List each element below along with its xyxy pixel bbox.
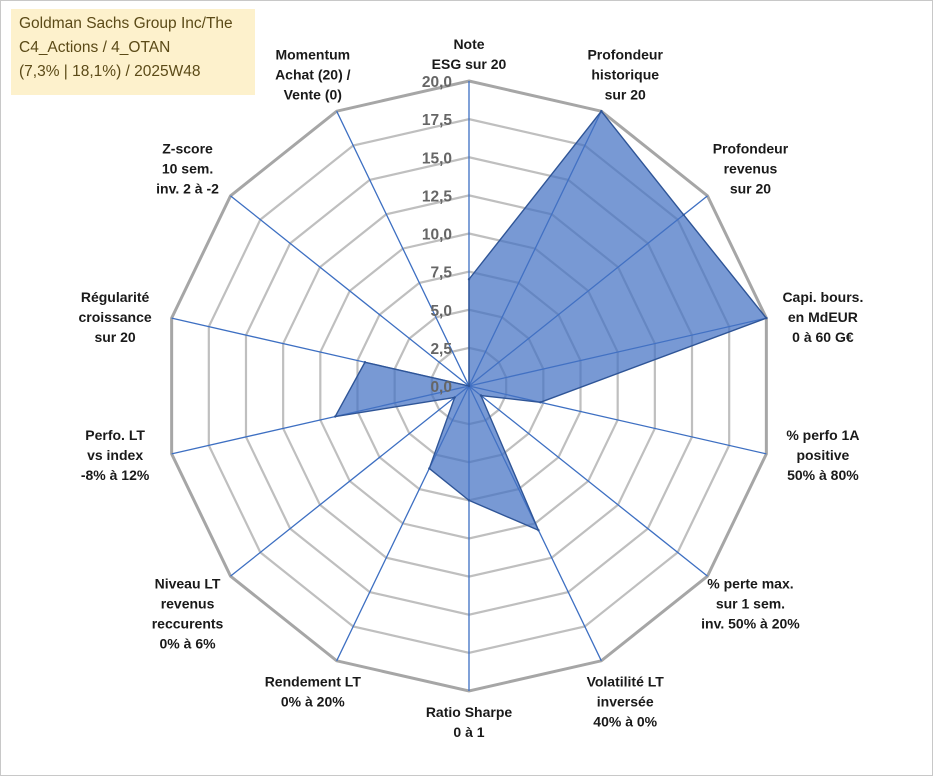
- category-label: Perfo. LT vs index -8% à 12%: [81, 427, 150, 483]
- tick-label: 20,0: [422, 74, 452, 91]
- data-point: [479, 394, 483, 397]
- category-label: Volatilité LT inversée 40% à 0%: [587, 673, 665, 729]
- tick-labels: 0,0 2,5 5,0 7,5 10,0 12,5 15,0 17,5 20,0: [422, 74, 453, 396]
- category-label-line: Z-score: [162, 141, 213, 157]
- category-label: Momentum Achat (20) / Vente (0): [275, 47, 351, 103]
- data-point: [467, 499, 471, 502]
- category-label: Profondeur historique sur 20: [587, 47, 663, 103]
- category-label-line: Profondeur: [713, 141, 789, 157]
- tick-label: 10,0: [422, 227, 452, 244]
- category-label: Profondeur revenus sur 20: [713, 141, 789, 197]
- category-label-line: Profondeur: [587, 47, 663, 63]
- category-label-line: sur 20: [605, 87, 646, 103]
- category-label-line: Ratio Sharpe: [426, 704, 513, 720]
- series-layer: [333, 110, 768, 532]
- category-labels: Note ESG sur 20 Profondeur historique sur 20…: [79, 36, 864, 740]
- category-label-line: % perfo 1A: [786, 427, 859, 443]
- category-label-line: 0 à 60 G€: [792, 329, 854, 345]
- category-label-line: % perte max.: [707, 575, 793, 591]
- category-label-line: reccurents: [152, 615, 224, 631]
- category-label-line: en MdEUR: [788, 309, 858, 325]
- data-point: [467, 384, 471, 388]
- category-label-line: -8% à 12%: [81, 467, 150, 483]
- category-label: Régularité croissance sur 20: [79, 289, 152, 345]
- category-label-line: Achat (20) /: [275, 67, 351, 83]
- data-point: [363, 361, 367, 364]
- tick-label: 17,5: [422, 112, 453, 129]
- category-label-line: sur 20: [730, 181, 771, 197]
- category-label: Z-score 10 sem. inv. 2 à -2: [156, 141, 219, 197]
- category-label: % perte max. sur 1 sem. inv. 50% à 20%: [701, 575, 800, 631]
- category-label-line: 40% à 0%: [593, 713, 657, 729]
- data-point: [600, 110, 603, 113]
- category-label-line: inversée: [597, 693, 654, 709]
- category-label: Ratio Sharpe 0 à 1: [426, 704, 513, 740]
- series-area: [334, 110, 768, 531]
- data-point: [453, 396, 456, 399]
- category-label-line: positive: [796, 447, 849, 463]
- data-point: [537, 529, 540, 532]
- category-label: Niveau LT revenus reccurents 0% à 6%: [152, 575, 224, 651]
- grid-spoke: [468, 385, 708, 577]
- tick-label: 15,0: [422, 150, 452, 167]
- category-label: Note ESG sur 20: [432, 36, 507, 72]
- tick-label: 0,0: [430, 379, 452, 396]
- grid-spoke: [230, 195, 470, 387]
- category-label-line: Vente (0): [284, 87, 342, 103]
- category-label-line: vs index: [87, 447, 143, 463]
- tick-label: 12,5: [422, 188, 453, 205]
- category-label-line: Momentum: [275, 47, 350, 63]
- category-label-line: Rendement LT: [265, 673, 362, 689]
- category-label-line: Note: [453, 36, 484, 52]
- category-label-line: Niveau LT: [155, 575, 221, 591]
- security-title-box: Goldman Sachs Group Inc/The C4_Actions /…: [11, 9, 255, 95]
- category-label-line: inv. 50% à 20%: [701, 615, 800, 631]
- data-point: [682, 213, 685, 217]
- category-label-line: 0% à 6%: [160, 635, 217, 651]
- category-label-line: sur 20: [94, 329, 135, 345]
- category-label-line: ESG sur 20: [432, 56, 507, 72]
- data-point: [539, 401, 542, 404]
- category-label-line: Capi. bours.: [782, 289, 863, 305]
- category-label: % perfo 1A positive 50% à 80%: [786, 427, 859, 483]
- grid-spoke: [336, 110, 470, 387]
- performance-week: (7,3% | 18,1%) / 2025W48: [19, 63, 201, 80]
- category-label-line: 10 sem.: [162, 161, 213, 177]
- category-label-line: historique: [591, 67, 659, 83]
- security-name: Goldman Sachs Group Inc/The: [19, 15, 233, 32]
- category-label: Rendement LT 0% à 20%: [265, 673, 362, 709]
- category-label-line: 0% à 20%: [281, 693, 345, 709]
- category-label: Capi. bours. en MdEUR 0 à 60 G€: [782, 289, 863, 345]
- grid-spoke: [230, 385, 470, 577]
- category-label-line: 0 à 1: [453, 724, 484, 740]
- tick-label: 5,0: [430, 303, 452, 320]
- category-label-line: croissance: [79, 309, 152, 325]
- portfolio-path: C4_Actions / 4_OTAN: [19, 39, 171, 56]
- data-point: [333, 415, 337, 418]
- category-label-line: 50% à 80%: [787, 467, 859, 483]
- category-label-line: revenus: [161, 595, 215, 611]
- category-label-line: Régularité: [81, 289, 150, 305]
- category-label-line: sur 1 sem.: [716, 595, 785, 611]
- tick-label: 2,5: [430, 341, 452, 358]
- data-point: [467, 278, 471, 281]
- category-label-line: inv. 2 à -2: [156, 181, 219, 197]
- tick-label: 7,5: [430, 265, 452, 282]
- category-label-line: Volatilité LT: [587, 673, 665, 689]
- data-point: [765, 316, 768, 320]
- category-label-line: revenus: [724, 161, 778, 177]
- data-point: [428, 467, 431, 470]
- category-label-line: Perfo. LT: [85, 427, 145, 443]
